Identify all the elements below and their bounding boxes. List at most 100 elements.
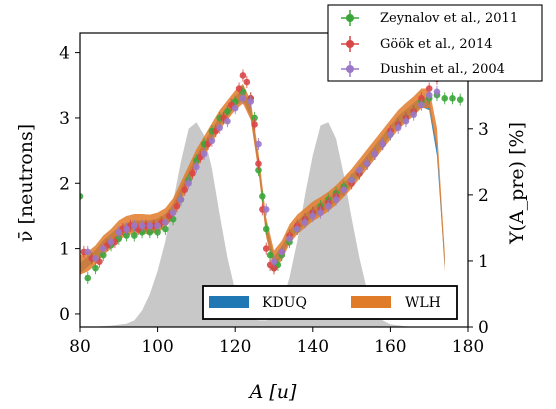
- dushin-point: [99, 245, 107, 252]
- dushin-point: [363, 160, 371, 167]
- x-tick-label: 100: [141, 337, 173, 357]
- dushin-point: [146, 222, 154, 230]
- zeynalov-point: [259, 193, 266, 200]
- dushin-point: [123, 225, 130, 233]
- legend-label-gook: Göök et al., 2014: [380, 37, 493, 52]
- dushin-point: [387, 130, 394, 138]
- y-tick-label-left: 2: [59, 174, 70, 194]
- zeynalov-point: [251, 114, 258, 122]
- gook-point: [418, 95, 425, 102]
- dushin-point: [247, 98, 255, 105]
- dushin-point: [162, 219, 169, 226]
- x-tick-label: 180: [452, 337, 484, 357]
- gook-point: [239, 72, 247, 79]
- legend-swatch-wlh: [351, 296, 391, 308]
- dushin-point: [433, 88, 441, 96]
- gook-point: [270, 264, 278, 272]
- dushin-point: [379, 140, 386, 148]
- gook-point: [181, 186, 189, 194]
- zeynalov-point: [266, 251, 274, 259]
- y-tick-label-left: 1: [59, 240, 70, 260]
- y-axis-label-right: Y(A_pre) [%]: [506, 122, 528, 245]
- legend-top: Zeynalov et al., 2011 Göök et al., 2014 …: [327, 4, 543, 82]
- dushin-point: [177, 196, 185, 203]
- dushin-point: [262, 206, 270, 213]
- zeynalov-point: [441, 95, 449, 102]
- legend-bottom: KDUQ WLH: [202, 285, 458, 320]
- gook-point: [255, 160, 262, 167]
- dushin-point: [340, 186, 348, 194]
- legend-top-box: [327, 4, 543, 82]
- dushin-point: [185, 179, 192, 187]
- gook-point: [189, 170, 196, 177]
- dushin-point: [193, 163, 200, 171]
- legend-entry-gook: Göök et al., 2014: [341, 36, 493, 52]
- gook-point: [262, 245, 270, 252]
- zeynalov-point: [84, 274, 92, 282]
- dushin-point: [356, 166, 363, 174]
- zeynalov-point: [99, 251, 107, 259]
- y-tick-label-right: 1: [478, 252, 489, 272]
- y-tick-label-left: 3: [59, 109, 70, 129]
- dushin-point: [418, 101, 425, 109]
- dushin-point: [325, 202, 332, 210]
- dushin-point: [115, 228, 123, 236]
- legend-label-zeynalov: Zeynalov et al., 2011: [380, 11, 518, 26]
- dushin-point: [255, 140, 262, 148]
- dushin-point: [371, 150, 379, 158]
- plot-frame: [79, 32, 469, 328]
- dushin-point: [131, 222, 138, 230]
- x-tick-label: 120: [219, 337, 251, 357]
- zeynalov-point: [162, 225, 169, 233]
- x-axis-label: A [u]: [248, 381, 297, 403]
- zeynalov-point: [154, 228, 161, 236]
- dushin-point: [231, 104, 239, 112]
- legend-label-wlh: WLH: [405, 295, 441, 311]
- y-tick-label-left: 0: [59, 305, 70, 325]
- dushin-point: [216, 124, 223, 132]
- dushin-point: [224, 117, 231, 125]
- legend-label-kduq: KDUQ: [262, 295, 307, 311]
- y-tick-label-left: 4: [59, 44, 70, 64]
- y-axis-label-left: ν̄ [neutrons]: [15, 124, 37, 242]
- dushin-point: [138, 222, 146, 230]
- zeynalov-point: [255, 166, 262, 174]
- zeynalov-point: [92, 264, 99, 272]
- dushin-point: [332, 196, 340, 203]
- dushin-point: [239, 95, 247, 102]
- dushin-point: [410, 111, 417, 118]
- zeynalov-point: [262, 225, 270, 233]
- dushin-point: [293, 225, 301, 233]
- wlh-band: [80, 83, 445, 275]
- zeynalov-point: [131, 232, 138, 239]
- dushin-point: [425, 91, 433, 99]
- dushin-point: [154, 222, 161, 230]
- gook-point: [425, 85, 433, 92]
- legend-entry-dushin: Dushin et al., 2004: [341, 61, 505, 77]
- x-tick-label: 140: [297, 337, 329, 357]
- plot-clip-group: [80, 69, 464, 327]
- legend-label-dushin: Dushin et al., 2004: [380, 62, 505, 77]
- dushin-point: [394, 124, 402, 132]
- dushin-point: [286, 235, 293, 243]
- dushin-point: [208, 137, 216, 145]
- plot-area: [80, 69, 464, 327]
- yield-area: [80, 122, 422, 327]
- x-tick-label: 80: [69, 337, 91, 357]
- dushin-point: [270, 258, 278, 265]
- gook-point: [251, 121, 258, 128]
- dushin-point: [107, 238, 115, 246]
- gook-point: [243, 78, 251, 86]
- dushin-point: [92, 255, 99, 262]
- dushin-point: [200, 150, 208, 158]
- x-tick-label: 160: [374, 337, 406, 357]
- dushin-point: [301, 219, 309, 226]
- zeynalov-point: [449, 95, 456, 102]
- zeynalov-point: [456, 96, 464, 103]
- dushin-point: [169, 209, 177, 216]
- legend-entry-zeynalov: Zeynalov et al., 2011: [341, 10, 518, 26]
- y-tick-label-right: 0: [478, 318, 489, 338]
- dushin-point: [84, 248, 92, 256]
- legend-swatch-kduq: [209, 296, 249, 308]
